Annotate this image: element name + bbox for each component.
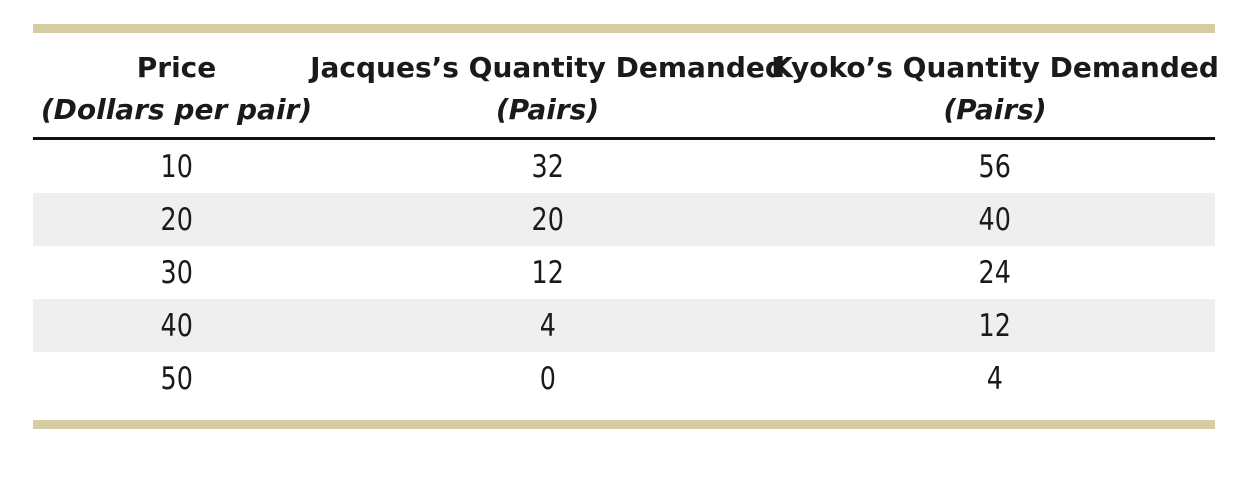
jacques-qty-cell: 32	[531, 148, 564, 185]
table-row: 20 20 40	[33, 193, 1215, 246]
jacques-column-unit: (Pairs)	[495, 93, 600, 126]
price-cell: 30	[160, 254, 193, 291]
price-cell: 20	[160, 201, 193, 238]
jacques-qty-cell: 20	[531, 201, 564, 238]
table-bottom-gap	[33, 405, 1215, 420]
table-row: 40 4 12	[33, 299, 1215, 352]
kyoko-column-title: Kyoko’s Quantity Demanded	[771, 51, 1219, 84]
price-cell: 40	[160, 307, 193, 344]
column-header-kyoko: Kyoko’s Quantity Demanded (Pairs)	[771, 52, 1219, 126]
kyoko-column-unit: (Pairs)	[943, 93, 1047, 126]
price-cell: 50	[160, 360, 193, 397]
table-body: 10 32 56 20 20 40 30 12 24 40 4 12 50 0 …	[33, 140, 1215, 405]
table-header-row: Price (Dollars per pair) Jacques’s Quant…	[33, 33, 1219, 140]
price-column-title: Price	[136, 51, 217, 84]
jacques-qty-cell: 4	[539, 307, 556, 344]
price-column-unit: (Dollars per pair)	[40, 93, 313, 126]
table-top-accent-bar	[33, 24, 1215, 33]
column-header-jacques: Jacques’s Quantity Demanded (Pairs)	[310, 52, 785, 126]
price-cell: 10	[160, 148, 193, 185]
table-bottom-accent-bar	[33, 420, 1215, 429]
table-row: 30 12 24	[33, 246, 1215, 299]
column-header-price: Price (Dollars per pair)	[33, 52, 320, 126]
kyoko-qty-cell: 12	[978, 307, 1012, 344]
kyoko-qty-cell: 56	[978, 148, 1012, 185]
jacques-qty-cell: 0	[539, 360, 556, 397]
demand-schedule-table: Price (Dollars per pair) Jacques’s Quant…	[33, 24, 1219, 429]
kyoko-qty-cell: 24	[978, 254, 1012, 291]
kyoko-qty-cell: 40	[978, 201, 1012, 238]
table-row: 50 0 4	[33, 352, 1215, 405]
jacques-column-title: Jacques’s Quantity Demanded	[310, 51, 785, 84]
jacques-qty-cell: 12	[531, 254, 564, 291]
kyoko-qty-cell: 4	[986, 360, 1004, 397]
table-row: 10 32 56	[33, 140, 1215, 193]
